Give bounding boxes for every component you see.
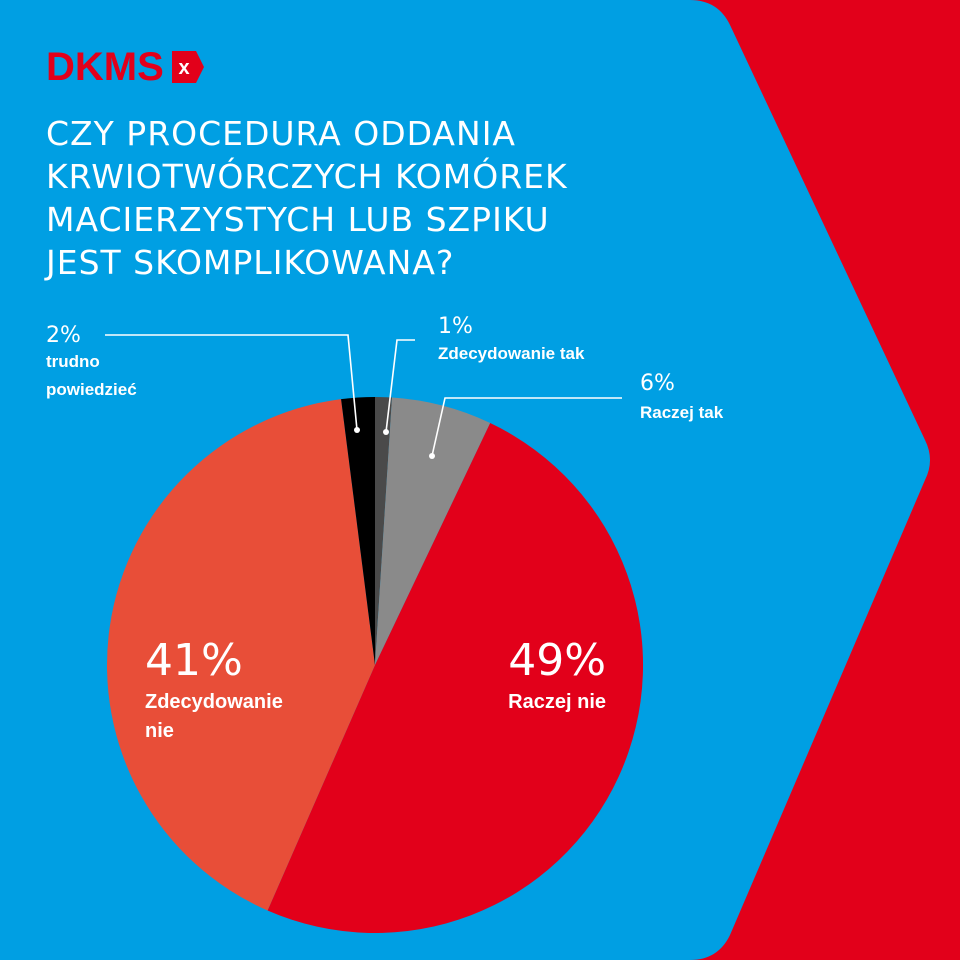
chart-title: CZY PROCEDURA ODDANIA KRWIOTWÓRCZYCH KOM…: [46, 112, 568, 284]
title-line: CZY PROCEDURA ODDANIA: [46, 114, 516, 153]
data-label-category: Raczej nie: [508, 691, 606, 713]
pie-slice-zdecydowanie-tak: [375, 397, 392, 665]
logo-x-icon: x: [171, 51, 204, 83]
data-label-category: nie: [145, 720, 174, 742]
data-label-value: 41%: [145, 635, 243, 686]
leader-line: [431, 397, 622, 457]
leader-dot: [354, 427, 360, 433]
dkms-logo: DKMS x: [46, 47, 206, 87]
title-line: JEST SKOMPLIKOWANA?: [46, 243, 455, 282]
data-label-value: 2%: [46, 323, 81, 348]
title-line: MACIERZYSTYCH LUB SZPIKU: [46, 200, 550, 239]
data-label-category: powiedzieć: [46, 380, 137, 399]
data-label-value: 6%: [640, 371, 675, 396]
data-label-value: 49%: [508, 635, 606, 686]
pie-slice-raczej-nie: [267, 423, 644, 934]
data-label-category: Zdecydowanie tak: [438, 344, 585, 363]
pie-slice-zdecydowanie-nie: [107, 399, 376, 911]
leader-dot: [429, 453, 435, 459]
title-line: KRWIOTWÓRCZYCH KOMÓREK: [46, 157, 568, 196]
pie-slice-trudno-powiedzieć: [341, 397, 375, 665]
data-label-value: 1%: [438, 314, 473, 339]
leader-line: [105, 334, 358, 431]
leader-dot: [383, 429, 389, 435]
data-label-category: Raczej tak: [640, 403, 724, 422]
pie-slice-raczej-tak: [375, 397, 491, 665]
leader-line: [385, 339, 415, 433]
logo-wordmark: DKMS: [46, 45, 164, 89]
data-label-category: trudno: [46, 352, 100, 371]
logo-mark-letter: x: [178, 57, 189, 79]
data-label-category: Zdecydowanie: [145, 691, 283, 713]
